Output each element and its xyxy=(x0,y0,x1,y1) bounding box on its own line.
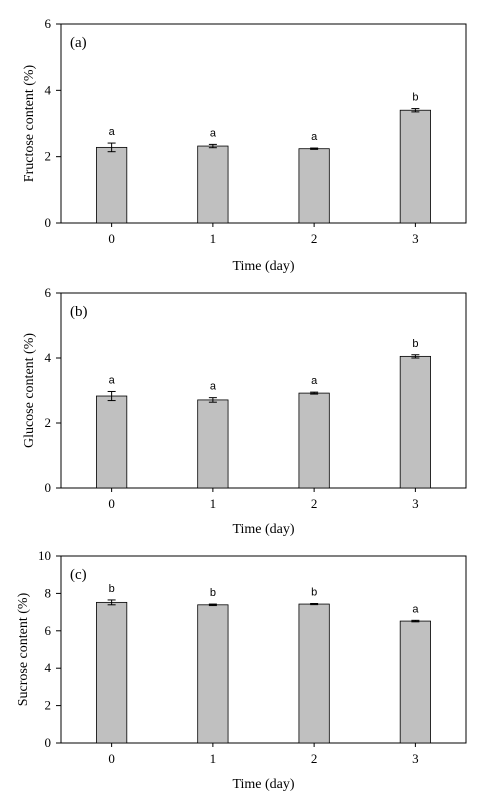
bar xyxy=(399,109,431,224)
significance-label: a xyxy=(311,375,318,387)
y-tick-label: 0 xyxy=(45,735,52,750)
y-axis-label: Fructose content (%) xyxy=(22,64,37,182)
significance-label: b xyxy=(109,583,115,595)
x-tick-label: 1 xyxy=(210,751,217,766)
bar xyxy=(197,399,229,489)
y-tick-label: 2 xyxy=(45,698,52,713)
y-tick-label: 4 xyxy=(45,350,52,365)
x-tick-label: 2 xyxy=(311,751,318,766)
y-tick-label: 0 xyxy=(45,215,52,230)
plot-frame-2 xyxy=(60,555,467,744)
significance-label: b xyxy=(210,587,216,599)
significance-label: a xyxy=(210,127,217,139)
significance-label: b xyxy=(412,92,418,104)
y-tick-label: 4 xyxy=(45,82,52,97)
y-tick-label: 2 xyxy=(45,415,52,430)
y-axis-label: Glucose content (%) xyxy=(22,333,37,448)
x-tick-label: 2 xyxy=(311,231,318,246)
x-tick-label: 3 xyxy=(412,231,419,246)
plot-frame-0 xyxy=(60,23,467,224)
y-tick-label: 6 xyxy=(45,623,52,638)
significance-label: a xyxy=(412,603,419,615)
bar xyxy=(96,601,128,744)
y-tick-label: 4 xyxy=(45,660,52,675)
x-tick-label: 3 xyxy=(412,496,419,511)
bar xyxy=(399,355,431,489)
bar xyxy=(298,603,330,744)
bar xyxy=(96,146,128,224)
significance-label: b xyxy=(412,338,418,350)
x-tick-label: 0 xyxy=(108,751,115,766)
panel-label: (b) xyxy=(70,304,88,320)
significance-label: a xyxy=(210,381,217,393)
panel-label: (c) xyxy=(70,567,87,583)
plot-frame-1 xyxy=(60,292,467,489)
y-tick-label: 6 xyxy=(45,16,52,31)
y-tick-label: 0 xyxy=(45,480,52,495)
x-tick-label: 1 xyxy=(210,231,217,246)
x-tick-label: 2 xyxy=(311,496,318,511)
bar xyxy=(298,392,330,489)
x-tick-label: 0 xyxy=(108,496,115,511)
significance-label: a xyxy=(311,131,318,143)
x-axis-label: Time (day) xyxy=(232,522,294,537)
significance-label: a xyxy=(109,126,116,138)
bar xyxy=(197,145,229,224)
x-tick-label: 3 xyxy=(412,751,419,766)
bar xyxy=(96,395,128,489)
significance-label: b xyxy=(311,586,317,598)
x-axis-label: Time (day) xyxy=(232,259,294,274)
significance-label: a xyxy=(109,374,116,386)
bar xyxy=(197,604,229,744)
x-tick-label: 1 xyxy=(210,496,217,511)
y-tick-label: 10 xyxy=(38,548,51,563)
x-axis-label: Time (day) xyxy=(232,777,294,792)
x-tick-label: 0 xyxy=(108,231,115,246)
panel-label: (a) xyxy=(70,35,87,51)
y-tick-label: 8 xyxy=(45,585,52,600)
y-axis-label: Sucrose content (%) xyxy=(16,592,31,706)
bar xyxy=(298,148,330,224)
bar xyxy=(399,620,431,744)
y-tick-label: 6 xyxy=(45,285,52,300)
y-tick-label: 2 xyxy=(45,149,52,164)
